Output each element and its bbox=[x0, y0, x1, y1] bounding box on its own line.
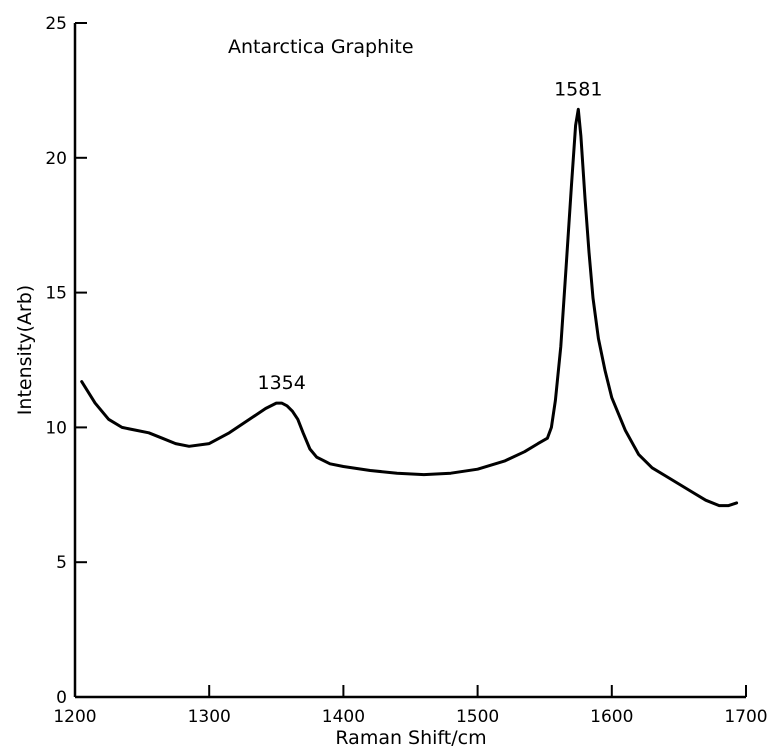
y-tick-label: 10 bbox=[45, 418, 67, 438]
x-tick-label: 1200 bbox=[53, 707, 96, 727]
x-axis-title: Raman Shift/cm bbox=[335, 727, 486, 749]
x-tick-label: 1300 bbox=[188, 707, 231, 727]
x-tick-label: 1400 bbox=[322, 707, 365, 727]
y-tick-label: 20 bbox=[45, 149, 67, 169]
spectrum-line bbox=[80, 107, 739, 508]
peak-label: 1354 bbox=[257, 372, 305, 394]
y-tick-label: 25 bbox=[45, 14, 67, 34]
x-ticks: 1200 1300 1400 1500 1600 1700 bbox=[53, 685, 768, 727]
y-ticks: 0 5 10 15 20 25 bbox=[45, 14, 87, 708]
annotation-layer: 1354 1581 bbox=[257, 78, 602, 394]
y-tick-label: 5 bbox=[56, 553, 67, 573]
y-tick-label: 15 bbox=[45, 284, 67, 304]
peak-label: 1581 bbox=[554, 78, 602, 100]
x-tick-label: 1700 bbox=[724, 707, 767, 727]
x-tick-label: 1500 bbox=[456, 707, 499, 727]
x-tick-label: 1600 bbox=[590, 707, 633, 727]
y-axis-title: Intensity(Arb) bbox=[14, 285, 36, 415]
axes bbox=[73, 23, 746, 699]
y-tick-label: 0 bbox=[56, 688, 67, 708]
series-layer bbox=[80, 107, 739, 508]
chart-title: Antarctica Graphite bbox=[228, 36, 414, 58]
